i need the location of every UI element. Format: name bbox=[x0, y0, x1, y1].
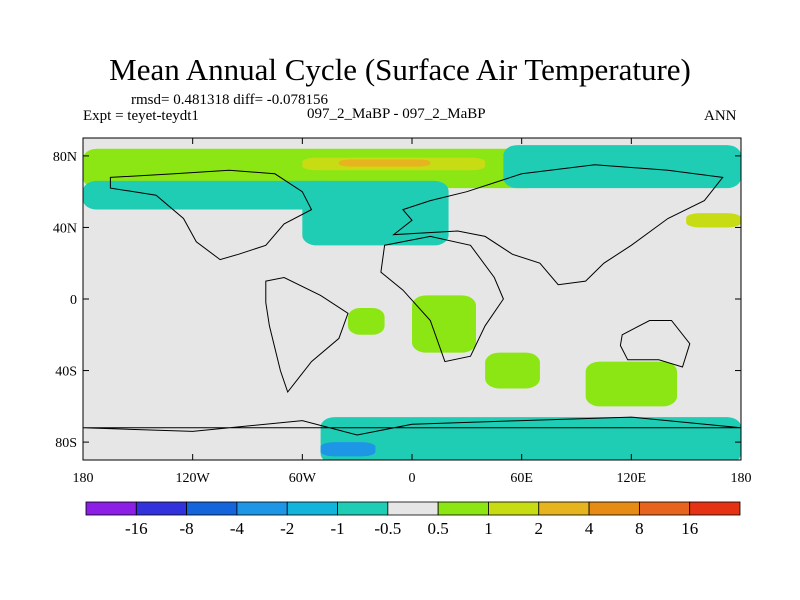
colorbar-label: -0.5 bbox=[374, 519, 401, 538]
colorbar-label: -16 bbox=[125, 519, 148, 538]
colorbar-label: -1 bbox=[330, 519, 344, 538]
x-tick-label: 0 bbox=[409, 471, 416, 486]
region-australia-warm bbox=[585, 361, 678, 407]
region-tropical-africa-warm bbox=[412, 295, 476, 353]
region-antarctic-strong-cool bbox=[320, 442, 376, 457]
colorbar-swatch bbox=[387, 501, 439, 516]
colorbar-swatch bbox=[337, 501, 389, 516]
y-tick-label: 80S bbox=[55, 436, 77, 451]
coastline-5 bbox=[83, 416, 741, 436]
colorbar-label: 0.5 bbox=[428, 519, 449, 538]
colorbar-swatch bbox=[186, 501, 238, 516]
colorbar-swatch bbox=[437, 501, 489, 516]
colorbar-swatch bbox=[689, 501, 741, 516]
colorbar-swatch bbox=[236, 501, 288, 516]
colorbar-label: 2 bbox=[535, 519, 544, 538]
coastline-2 bbox=[380, 235, 504, 363]
x-tick-label: 120W bbox=[176, 471, 211, 486]
colorbar-swatch bbox=[135, 501, 188, 516]
coastlines bbox=[83, 164, 741, 436]
y-axis: 80N 40N 0 40S 80S bbox=[53, 150, 741, 451]
region-north-atlantic-cool bbox=[302, 180, 449, 246]
coastline-4 bbox=[619, 320, 691, 368]
colorbar-label: 16 bbox=[681, 519, 698, 538]
rmsd-diff-stats: rmsd= 0.481318 diff= -0.078156 bbox=[131, 92, 329, 108]
region-south-america-warm bbox=[348, 307, 385, 335]
colorbar-swatch bbox=[488, 501, 540, 516]
colorbar-label: 1 bbox=[484, 519, 493, 538]
colorbar-label: -4 bbox=[230, 519, 245, 538]
x-tick-label: 180 bbox=[73, 471, 94, 486]
region-south-africa-warm bbox=[485, 352, 540, 389]
region-north-pacific-cool bbox=[83, 180, 339, 210]
colorbar: -16 -8 -4 -2 -1 -0.5 0.5 1 2 4 8 16 bbox=[85, 501, 741, 538]
colorbar-swatch bbox=[588, 501, 640, 516]
y-tick-label: 0 bbox=[70, 293, 77, 308]
region-arctic-peak-warm bbox=[338, 159, 431, 167]
x-axis: 180 120W 60W 0 60E 120E 180 bbox=[73, 138, 752, 486]
colorbar-label: -8 bbox=[180, 519, 194, 538]
coastline-0 bbox=[109, 169, 313, 261]
colorbar-swatch bbox=[538, 501, 590, 516]
chart-title: Mean Annual Cycle (Surface Air Temperatu… bbox=[109, 52, 691, 87]
colorbar-label: 4 bbox=[585, 519, 594, 538]
x-tick-label: 60E bbox=[510, 471, 533, 486]
x-tick-label: 180 bbox=[731, 471, 752, 486]
colorbar-swatch bbox=[286, 501, 338, 516]
y-tick-label: 40N bbox=[53, 221, 77, 236]
coastline-1 bbox=[265, 276, 349, 394]
season-label: ANN bbox=[704, 108, 737, 124]
y-tick-label: 40S bbox=[55, 365, 77, 380]
colorbar-label: 8 bbox=[635, 519, 644, 538]
experiment-label: Expt = teyet-teydt1 bbox=[83, 108, 199, 124]
case-label: 097_2_MaBP - 097_2_MaBP bbox=[307, 106, 486, 122]
coastline-3 bbox=[392, 164, 724, 286]
colorbar-label: -2 bbox=[280, 519, 294, 538]
region-southern-ocean-cool bbox=[320, 417, 741, 460]
colorbar-swatch bbox=[85, 501, 137, 516]
x-tick-label: 120E bbox=[617, 471, 647, 486]
region-pacific-warm-patch bbox=[686, 213, 741, 228]
colorbar-swatch bbox=[638, 501, 691, 516]
y-tick-label: 80N bbox=[53, 150, 77, 165]
x-tick-label: 60W bbox=[289, 471, 317, 486]
